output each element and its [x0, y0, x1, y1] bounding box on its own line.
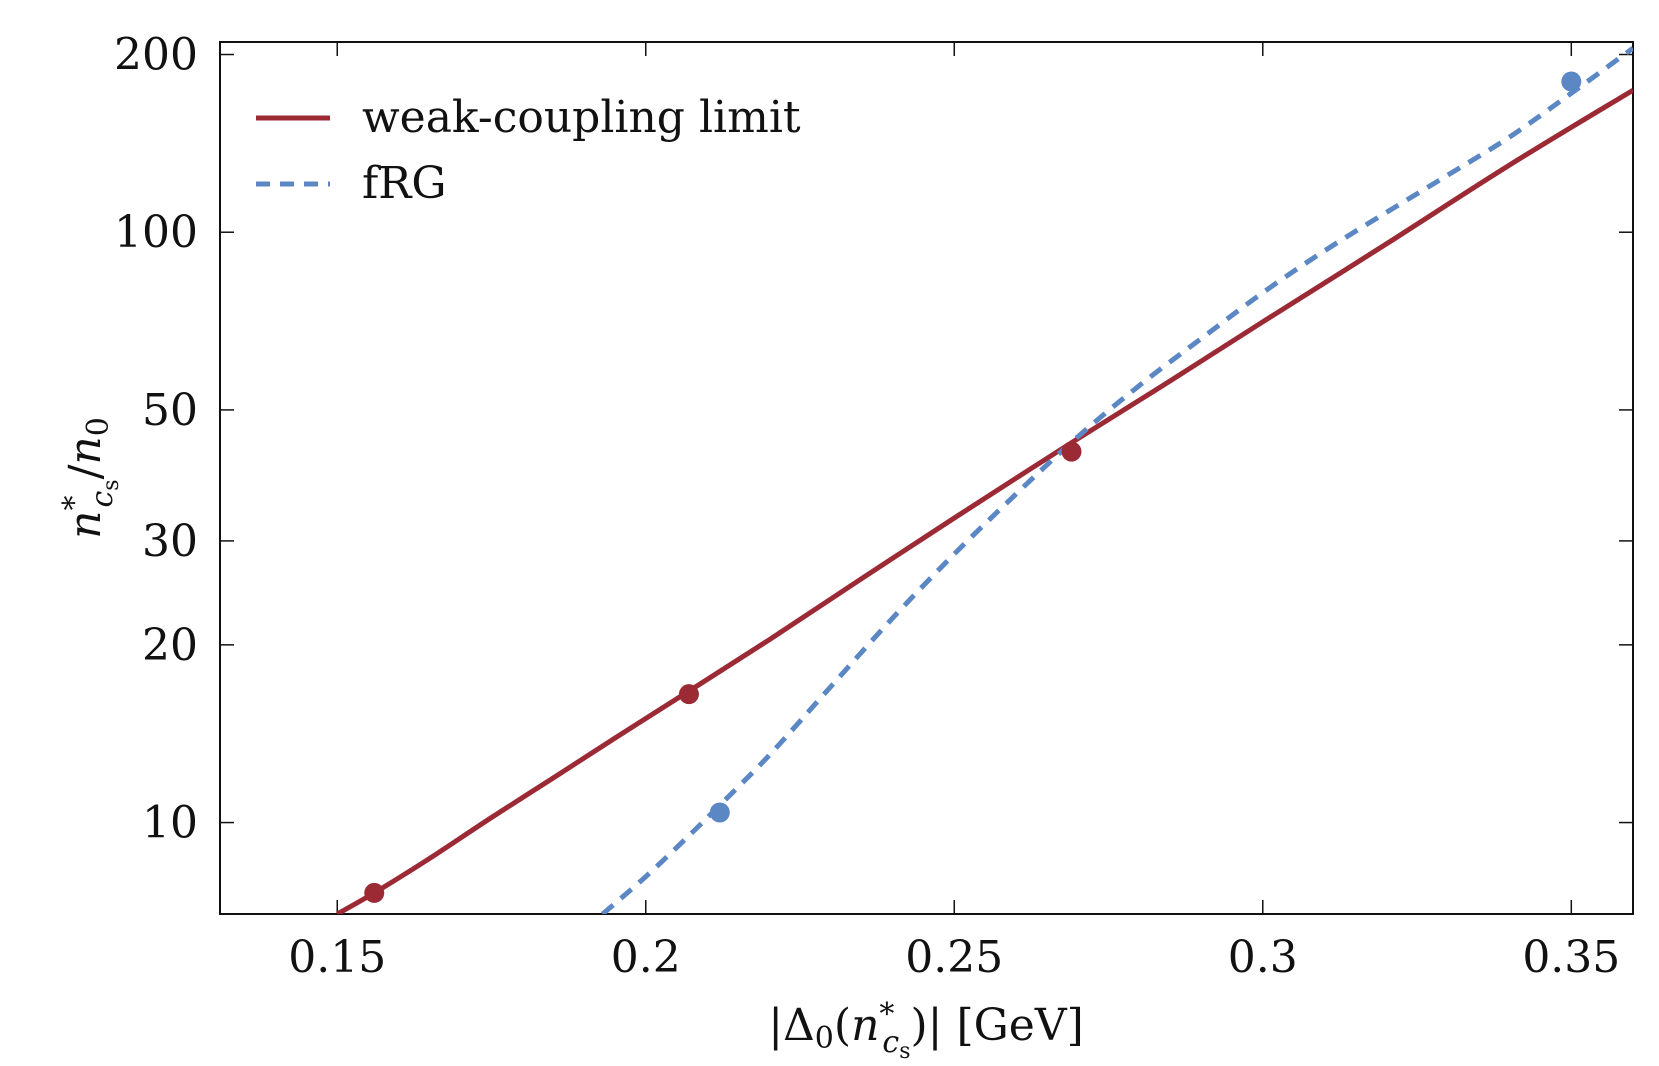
- axis-ticks: 0.15 0.2 0.25 0.3 0.35 10 20 30 50 100 200: [114, 30, 1633, 983]
- series-line-weak-coupling: [335, 88, 1633, 914]
- markers-layer: [364, 71, 1582, 903]
- legend-label-weak-coupling: weak-coupling limit: [362, 92, 801, 143]
- y-axis-label-sub: c: [85, 491, 120, 508]
- x-axis-label-sub: c: [882, 1025, 899, 1060]
- x-axis-label-star: *: [879, 997, 894, 1032]
- x-axis-label-subsub: s: [899, 1039, 910, 1064]
- y-axis-label-star: *: [57, 496, 92, 511]
- y-axis-label-sub0: 0: [81, 417, 116, 436]
- data-point-frg: [1561, 71, 1582, 92]
- series-layer: [335, 46, 1633, 914]
- y-tick-label: 10: [142, 798, 198, 849]
- x-axis-label: |Δ0(n* cs)| [GeV]: [768, 997, 1084, 1064]
- x-tick-label: 0.35: [1522, 932, 1620, 983]
- x-tick-label: 0.2: [611, 932, 681, 983]
- y-tick-label: 20: [142, 620, 198, 671]
- x-tick-label: 0.25: [905, 932, 1003, 983]
- y-axis-label: n*cs/n0: [57, 417, 124, 539]
- x-axis-label-open: |Δ: [768, 1000, 815, 1051]
- x-axis-label-close: )| [GeV]: [911, 1000, 1084, 1051]
- y-axis-label-n: n: [60, 511, 111, 539]
- data-point-weak-coupling: [678, 684, 699, 705]
- data-point-weak-coupling: [1061, 441, 1082, 462]
- y-tick-label: 50: [142, 385, 198, 436]
- x-tick-label: 0.3: [1228, 932, 1298, 983]
- x-axis-label-sub0: 0: [815, 1021, 834, 1056]
- legend: weak-coupling limit fRG: [256, 92, 801, 209]
- x-axis-label-paren: (: [834, 1000, 851, 1051]
- y-tick-label: 30: [142, 516, 198, 567]
- x-axis-label-n: n: [851, 1000, 879, 1051]
- legend-label-frg: fRG: [362, 158, 447, 209]
- data-point-frg: [709, 802, 730, 823]
- y-tick-label: 200: [114, 30, 198, 81]
- y-axis-label-n0: n: [60, 436, 111, 464]
- data-point-weak-coupling: [364, 882, 385, 903]
- x-tick-label: 0.15: [288, 932, 386, 983]
- y-axis-label-slash: /: [60, 464, 111, 479]
- series-line-frg: [600, 46, 1633, 914]
- plot-frame: [219, 41, 1634, 915]
- y-tick-label: 100: [114, 207, 198, 258]
- y-axis-label-subsub: s: [99, 479, 124, 490]
